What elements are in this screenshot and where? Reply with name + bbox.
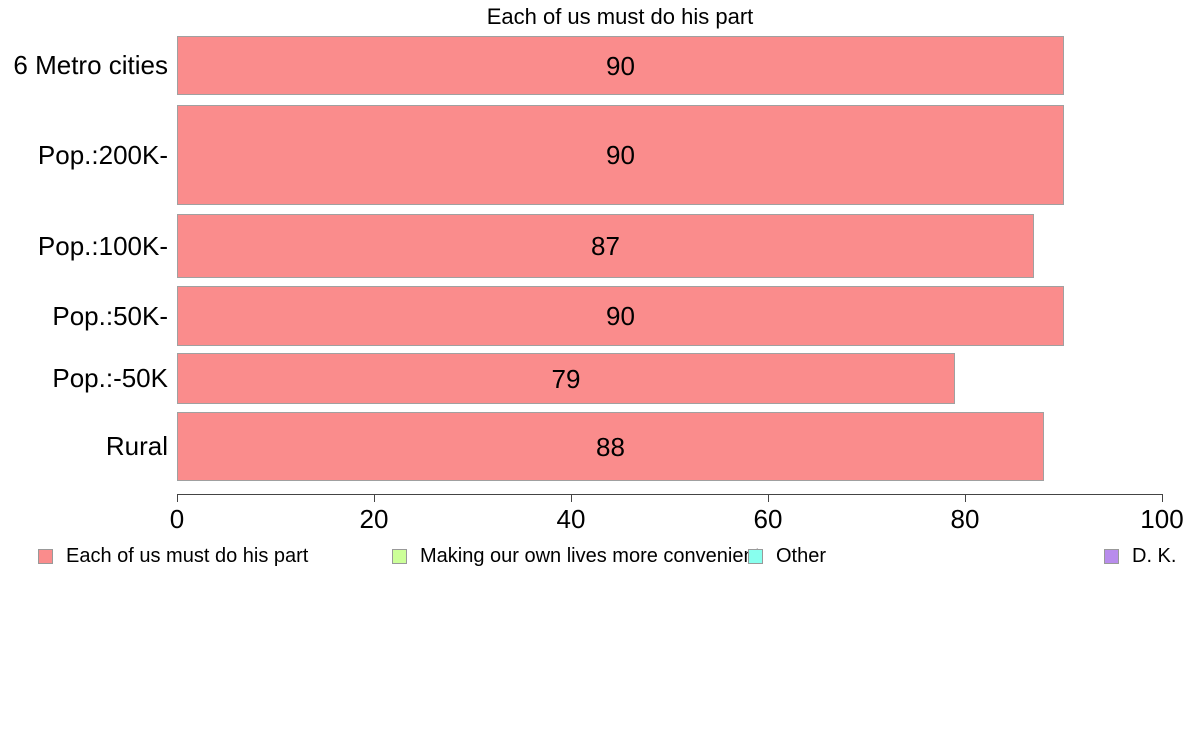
x-axis-tick	[1162, 494, 1163, 502]
bar: 79	[177, 353, 955, 404]
category-label: Pop.:100K-	[37, 230, 168, 261]
x-axis-tick	[571, 494, 572, 502]
x-axis-tick	[177, 494, 178, 502]
x-axis-tick	[374, 494, 375, 502]
x-axis-line	[177, 494, 1162, 495]
category-label: Pop.:-50K	[52, 363, 168, 393]
bar-value-label: 88	[596, 431, 625, 462]
x-axis-tick-label: 80	[950, 504, 980, 534]
bar: 87	[177, 214, 1034, 278]
legend-label: Each of us must do his part	[66, 544, 309, 567]
bar-value-label: 90	[606, 140, 635, 170]
bar-value-label: 79	[551, 363, 581, 394]
x-axis-tick-label: 60	[753, 504, 783, 534]
bar: 90	[177, 105, 1064, 205]
x-axis-tick-label: 0	[169, 504, 185, 534]
bar: 90	[177, 36, 1064, 95]
legend-item: Each of us must do his part	[38, 545, 308, 567]
legend-item: D. K.	[1104, 545, 1176, 567]
legend-label: Making our own lives more convenient	[420, 544, 761, 567]
legend-swatch	[1104, 548, 1119, 564]
x-axis-tick-label: 40	[556, 504, 586, 534]
bar-value-label: 90	[606, 301, 635, 331]
legend-swatch	[748, 548, 763, 564]
x-axis-tick	[965, 494, 966, 502]
category-label: 6 Metro cities	[13, 50, 168, 80]
bar: 90	[177, 286, 1064, 346]
legend-item: Making our own lives more convenient	[392, 545, 760, 567]
legend-label: Other	[776, 544, 827, 567]
category-label: Pop.:200K-	[37, 139, 168, 170]
bar: 88	[177, 412, 1044, 481]
legend-item: Other	[748, 545, 826, 567]
x-axis-tick-label: 20	[359, 504, 389, 534]
legend-swatch	[38, 548, 53, 564]
x-axis-tick-label: 100	[1140, 504, 1184, 534]
chart-title: Each of us must do his part	[486, 4, 754, 29]
legend-swatch	[392, 548, 407, 564]
bar-value-label: 90	[606, 50, 635, 81]
category-label: Pop.:50K-	[52, 300, 168, 331]
category-label: Rural	[105, 431, 168, 461]
bar-value-label: 87	[591, 231, 620, 261]
x-axis-tick	[768, 494, 769, 502]
legend-label: D. K.	[1132, 544, 1177, 567]
